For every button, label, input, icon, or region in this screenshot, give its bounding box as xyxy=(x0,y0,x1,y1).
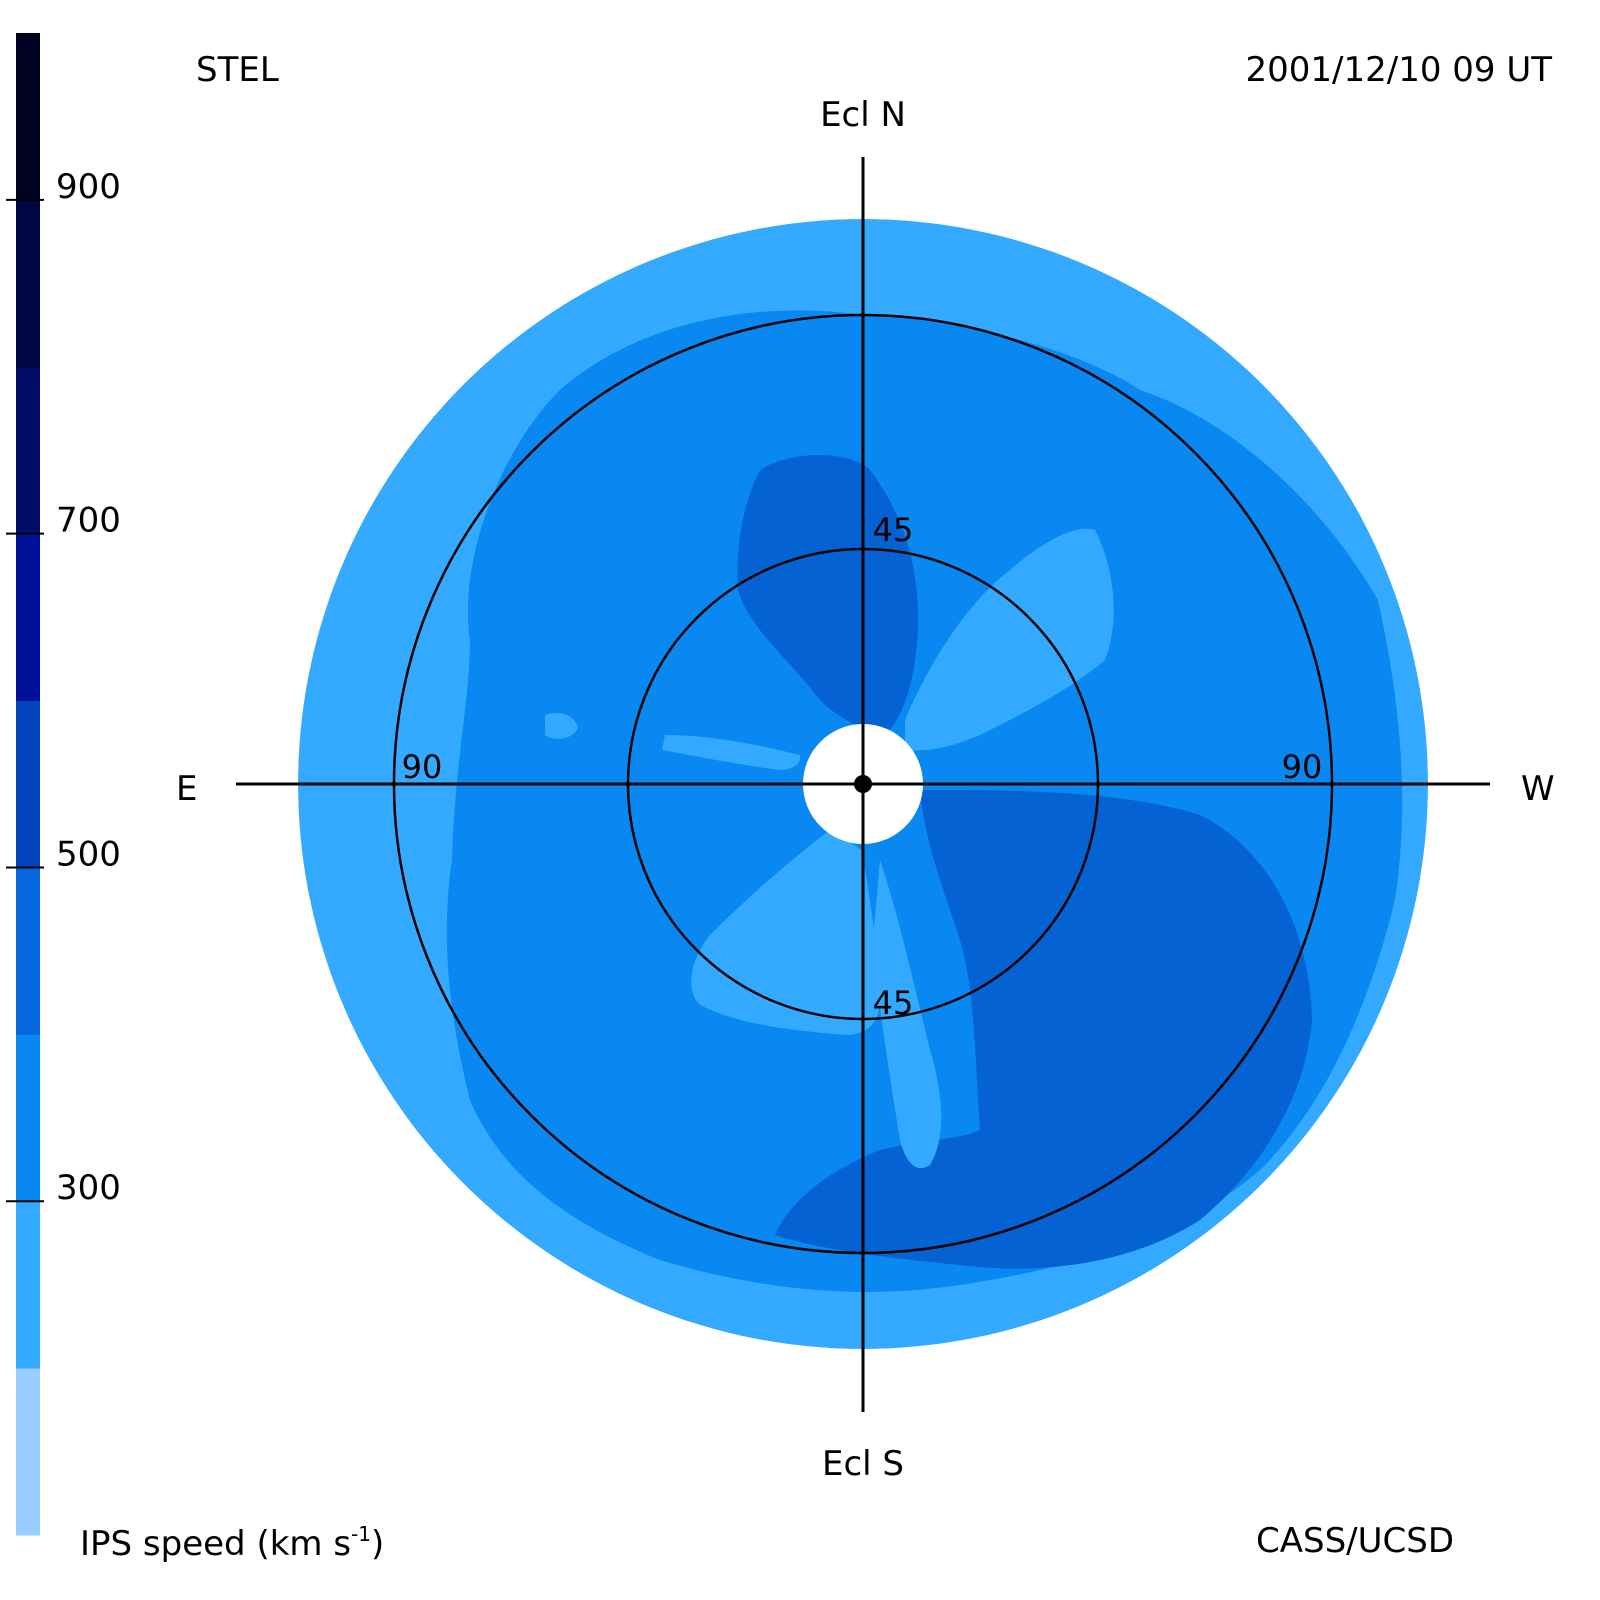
ring-label-45-south: 45 xyxy=(873,984,914,1022)
colorbar-title: IPS speed (km s-1) xyxy=(80,1524,384,1561)
colorbar-level-4 xyxy=(16,700,40,868)
colorbar-level-6 xyxy=(16,366,40,535)
colorbar-level-1 xyxy=(16,1201,40,1369)
timestamp-label: 2001/12/10 09 UT xyxy=(1245,50,1553,90)
ring-label-45-north: 45 xyxy=(873,511,914,549)
colorbar-level-0 xyxy=(16,1368,40,1536)
ring-label-90-west: 90 xyxy=(1282,748,1323,786)
fast-stream-north xyxy=(737,455,919,731)
colorbar-title-exponent: -1 xyxy=(351,1522,371,1546)
colorbar-tick-label-3: 900 xyxy=(56,167,121,207)
credit-label: CASS/UCSD xyxy=(1256,1521,1455,1561)
slow-lobe-northwest xyxy=(905,528,1114,751)
colorbar-title-main: IPS speed (km s xyxy=(80,1524,352,1564)
colorbar-level-2 xyxy=(16,1034,40,1202)
direction-north-label: Ecl N xyxy=(820,95,906,135)
colorbar-tick-label-1: 500 xyxy=(56,834,121,874)
colorbar-title-close: ) xyxy=(371,1524,385,1564)
sun-center-dot xyxy=(854,775,872,793)
slow-patch-east xyxy=(545,713,578,740)
direction-east-label: E xyxy=(176,769,198,809)
colorbar-level-5 xyxy=(16,533,40,702)
colorbar-tick-label-2: 700 xyxy=(56,501,121,541)
colorbar-tick-label-0: 300 xyxy=(56,1168,121,1208)
colorbar-level-8 xyxy=(16,33,40,201)
ring-label-90-east: 90 xyxy=(402,748,443,786)
observatory-label: STEL xyxy=(196,50,279,90)
colorbar-level-7 xyxy=(16,199,40,368)
colorbar-level-3 xyxy=(16,867,40,1035)
slow-filament-east xyxy=(662,735,801,770)
direction-south-label: Ecl S xyxy=(821,1444,905,1484)
direction-west-label: W xyxy=(1521,769,1555,809)
